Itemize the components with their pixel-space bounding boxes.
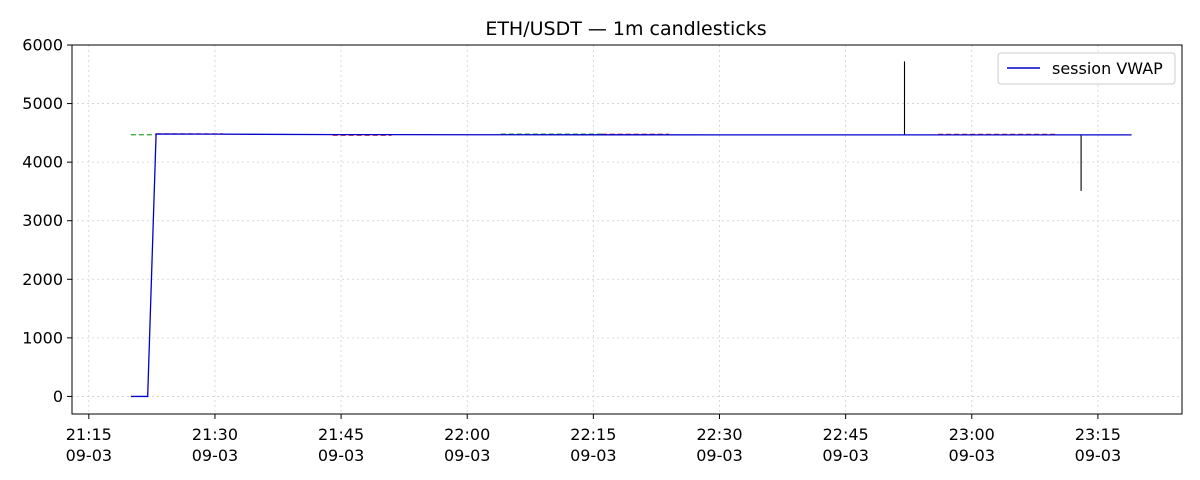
y-tick-label: 0 <box>53 387 63 406</box>
x-tick-label-time: 22:00 <box>444 425 490 444</box>
y-tick-label: 6000 <box>22 36 63 55</box>
x-tick-label-date: 09-03 <box>66 446 113 465</box>
y-tick-label: 4000 <box>22 153 63 172</box>
x-tick-label-date: 09-03 <box>696 446 743 465</box>
x-tick-label-time: 21:15 <box>66 425 112 444</box>
axis-layer: 0 1000 2000 3000 4000 5000 6000 21:15 09-03 21:30… <box>22 36 1121 466</box>
y-tick-label: 1000 <box>22 328 63 347</box>
x-tick-label-time: 21:30 <box>192 425 238 444</box>
legend: session VWAP <box>997 52 1176 85</box>
x-tick-label-time: 23:15 <box>1075 425 1121 444</box>
x-tick-label-time: 22:15 <box>570 425 616 444</box>
x-tick-label-time: 22:45 <box>823 425 869 444</box>
legend-box <box>997 52 1176 85</box>
series-line-session-vwap <box>130 133 1132 398</box>
y-tick-label: 3000 <box>22 211 63 230</box>
series-layer <box>130 133 1132 398</box>
y-tick-label: 5000 <box>22 94 63 113</box>
x-tick-label-date: 09-03 <box>444 446 491 465</box>
y-tick-label: 2000 <box>22 270 63 289</box>
x-tick-label-date: 09-03 <box>192 446 239 465</box>
x-tick-label-time: 23:00 <box>949 425 995 444</box>
legend-label-session-vwap: session VWAP <box>1052 59 1163 78</box>
x-tick-label-date: 09-03 <box>949 446 996 465</box>
plot-frame <box>71 44 1183 415</box>
x-tick-label-date: 09-03 <box>570 446 617 465</box>
x-tick-label-date: 09-03 <box>318 446 365 465</box>
x-tick-label-date: 09-03 <box>822 446 869 465</box>
x-tick-label-time: 21:45 <box>318 425 364 444</box>
x-tick-label-time: 22:30 <box>696 425 742 444</box>
x-tick-label-date: 09-03 <box>1075 446 1122 465</box>
chart-title: ETH/USDT — 1m candlesticks <box>485 18 766 40</box>
